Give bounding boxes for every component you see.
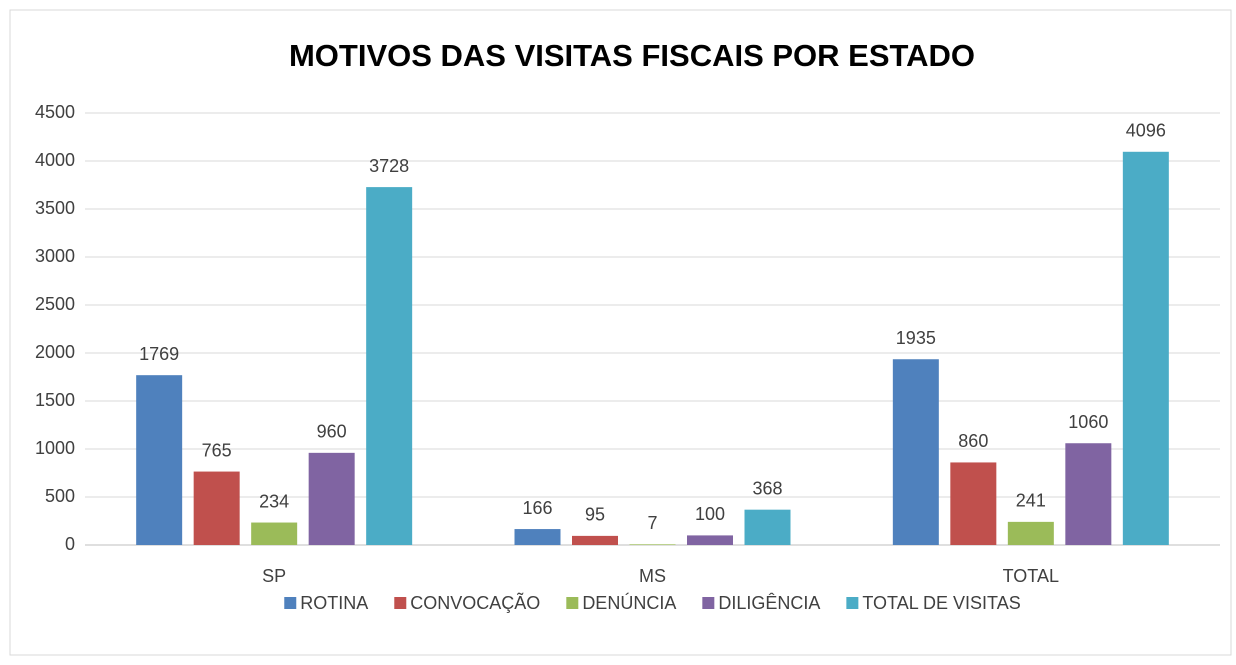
bar (629, 544, 676, 545)
legend-swatch (394, 597, 407, 609)
legend-label: DILIGÊNCIA (718, 593, 820, 613)
bar (251, 522, 298, 545)
data-label: 368 (752, 478, 782, 498)
y-tick-label: 1500 (35, 390, 75, 410)
y-tick-label: 1000 (35, 438, 75, 458)
legend-swatch (284, 597, 297, 609)
bar (950, 462, 997, 545)
data-label: 166 (522, 498, 552, 518)
bar (514, 529, 561, 545)
data-label: 960 (317, 422, 347, 442)
x-tick-label: TOTAL (1003, 566, 1059, 586)
y-tick-label: 4500 (35, 102, 75, 122)
data-label: 4096 (1126, 121, 1166, 141)
legend-label: TOTAL DE VISITAS (862, 593, 1020, 613)
chart-title: MOTIVOS DAS VISITAS FISCAIS POR ESTADO (289, 38, 975, 73)
legend-label: ROTINA (300, 593, 368, 613)
y-tick-label: 2000 (35, 342, 75, 362)
bar (1007, 521, 1054, 545)
bar (1065, 443, 1112, 545)
data-label: 1060 (1068, 412, 1108, 432)
bar (892, 359, 939, 545)
bar (687, 535, 733, 545)
bar (1122, 151, 1169, 545)
bar (744, 509, 791, 545)
data-label: 100 (695, 504, 725, 524)
bar (366, 187, 413, 545)
legend-swatch (566, 597, 579, 609)
x-tick-label: MS (639, 566, 666, 586)
legend-label: CONVOCAÇÃO (410, 592, 540, 613)
data-label: 241 (1016, 491, 1046, 511)
y-tick-label: 0 (65, 534, 75, 554)
data-label: 1769 (139, 344, 179, 364)
y-tick-label: 2500 (35, 294, 75, 314)
data-label: 1935 (896, 328, 936, 348)
bar (572, 535, 618, 545)
data-label: 7 (647, 513, 657, 533)
bar (136, 375, 183, 545)
data-label: 3728 (369, 156, 409, 176)
data-label: 765 (202, 440, 232, 460)
data-label: 860 (958, 431, 988, 451)
y-tick-label: 3500 (35, 198, 75, 218)
bar (308, 452, 355, 545)
chart-frame (9, 9, 1232, 656)
y-tick-label: 3000 (35, 246, 75, 266)
y-tick-label: 4000 (35, 150, 75, 170)
bar (193, 471, 240, 545)
y-tick-label: 500 (45, 486, 75, 506)
legend-swatch (846, 597, 859, 609)
x-tick-label: SP (262, 566, 286, 586)
data-label: 95 (585, 505, 605, 525)
legend-swatch (702, 597, 715, 609)
legend-label: DENÚNCIA (582, 592, 676, 613)
data-label: 234 (259, 491, 289, 511)
